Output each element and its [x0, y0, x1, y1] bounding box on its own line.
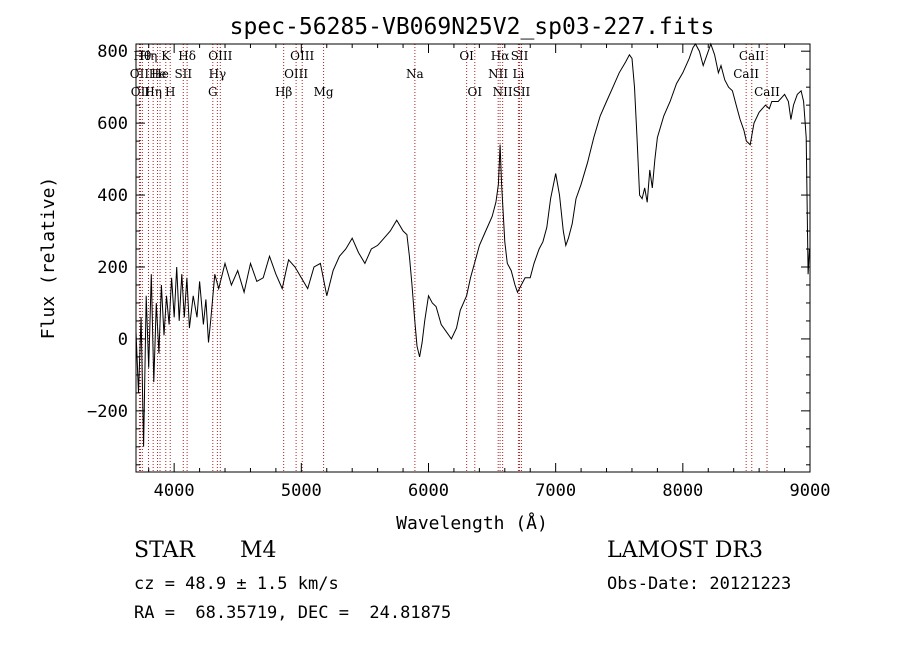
line-marker-label: SII [174, 67, 192, 81]
obs-date: Obs-Date: 20121223 [607, 574, 792, 594]
line-marker-label: SII [513, 85, 531, 99]
line-marker-label: CaII [739, 49, 765, 63]
y-axis-ticks: −200 0 200 400 600 800 [87, 42, 810, 466]
line-marker-label: Li [512, 67, 524, 81]
y-axis-label: Flux (relative) [38, 177, 59, 340]
x-tick-label: 8000 [662, 481, 703, 501]
plot-frame [135, 43, 811, 473]
y-tick-label: 200 [97, 258, 128, 278]
y-tick-label: 0 [118, 330, 128, 350]
line-marker-labels: OIIOIIHθHηHηHeHeKHSIIHδGHγOIIIHβOIIIOIII… [130, 49, 780, 99]
y-tick-label: 400 [97, 186, 128, 206]
coordinates-text: RA = 68.35719, DEC = 24.81875 [134, 603, 452, 623]
line-marker-label: SII [511, 49, 529, 63]
line-markers [138, 44, 768, 472]
line-marker-label: OIII [290, 49, 314, 63]
line-marker-label: He [151, 67, 169, 81]
line-marker-label: Mg [314, 85, 334, 99]
line-marker-label: Hγ [209, 67, 227, 81]
y-tick-label: 600 [97, 114, 128, 134]
object-subclass: M4 [240, 538, 277, 563]
line-marker-label: He [149, 67, 167, 81]
line-marker-label: Hβ [275, 85, 292, 99]
line-marker-label: Hδ [178, 49, 196, 63]
line-marker-label: Hθ [134, 49, 152, 63]
object-class: STAR [134, 538, 195, 563]
x-axis-label: Wavelength (Å) [396, 512, 548, 534]
line-marker-label: NII [493, 85, 513, 99]
survey-name: LAMOST DR3 [607, 538, 763, 563]
line-marker-label: OII [130, 67, 150, 81]
line-marker-label: CaII [754, 85, 780, 99]
chart-title: spec-56285-VB069N25V2_sp03-227.fits [230, 14, 715, 40]
line-marker-label: H [165, 85, 175, 99]
line-marker-label: Hη [140, 49, 158, 63]
line-marker-label: G [208, 85, 218, 99]
line-marker-label: OIII [208, 49, 232, 63]
spectrum-line [135, 42, 810, 447]
line-marker-label: Na [406, 67, 424, 81]
x-tick-label: 9000 [790, 481, 831, 501]
line-marker-label: Hα [491, 49, 510, 63]
x-tick-label: 4000 [154, 481, 195, 501]
line-marker-label: OI [459, 49, 474, 63]
x-tick-label: 6000 [408, 481, 449, 501]
redshift-text: cz = 48.9 ± 1.5 km/s [134, 574, 339, 594]
x-axis-ticks: 4000 5000 6000 7000 8000 9000 [148, 44, 831, 501]
line-marker-label: OIII [284, 67, 308, 81]
line-marker-label: Hη [144, 85, 162, 99]
y-tick-label: −200 [87, 402, 128, 422]
line-marker-label: CaII [733, 67, 759, 81]
x-tick-label: 7000 [535, 481, 576, 501]
y-tick-label: 800 [97, 42, 128, 62]
line-marker-label: NII [488, 67, 508, 81]
line-marker-label: K [161, 49, 171, 63]
x-tick-label: 5000 [281, 481, 322, 501]
line-marker-label: OI [467, 85, 482, 99]
